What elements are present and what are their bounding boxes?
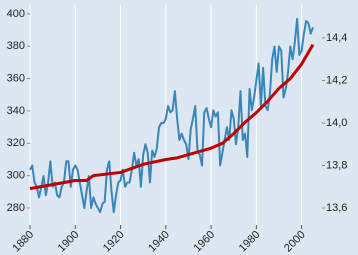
y2-tick-label: 14,0 (326, 117, 347, 129)
series-line (29, 43, 315, 191)
y-tick-label: 320 (7, 137, 25, 149)
y-tick-label: 360 (7, 73, 25, 85)
y-tick-label: 340 (7, 105, 25, 117)
y-tick-label: 400 (7, 8, 25, 20)
y-tick-label: 380 (7, 40, 25, 52)
y-tick-label: 300 (7, 170, 25, 182)
y-tick-label: 280 (7, 202, 25, 214)
y2-tick-label: 13,6 (326, 202, 347, 214)
y2-tick-label: 14,4 (326, 32, 347, 44)
series-line (29, 17, 314, 214)
y2-tick-label: 13,8 (326, 159, 347, 171)
y2-tick-label: 14,2 (326, 74, 347, 86)
